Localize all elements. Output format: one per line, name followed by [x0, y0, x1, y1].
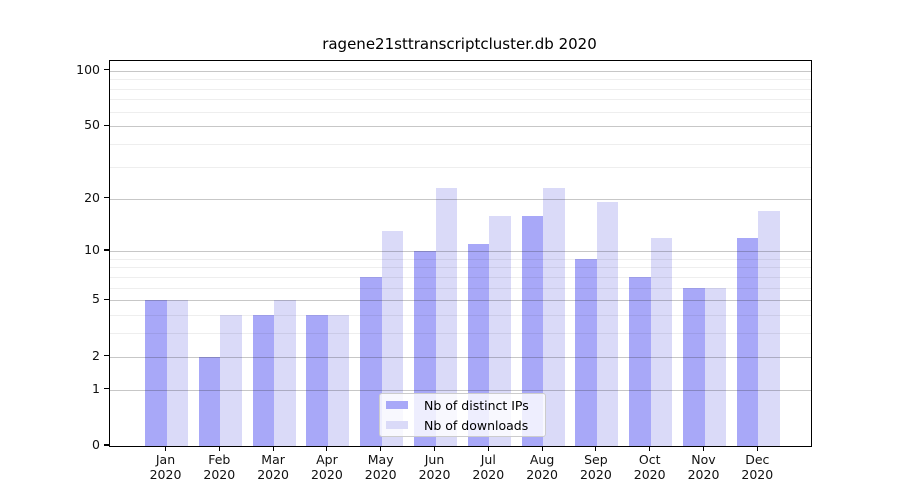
- chart-title: ragene21sttranscriptcluster.db 2020: [322, 35, 597, 53]
- bars-layer: [110, 61, 811, 446]
- y-tick-label-1: 1: [92, 380, 100, 396]
- y-tick-label-5: 5: [92, 291, 100, 307]
- bar-jul-nb-of-downloads: [489, 215, 511, 446]
- y-tick-label-10: 10: [84, 242, 100, 258]
- gridline-50: [110, 126, 811, 128]
- gridline-30: [110, 166, 811, 168]
- x-tick-label-apr: Apr 2020: [310, 452, 343, 482]
- x-tick-label-feb: Feb 2020: [203, 452, 236, 482]
- gridline-5: [110, 300, 811, 302]
- y-tick-label-0: 0: [92, 437, 100, 452]
- bar-jan-nb-of-downloads: [166, 300, 188, 446]
- gridline-10: [110, 251, 811, 253]
- bar-may-nb-of-downloads: [381, 231, 404, 446]
- x-tick-label-aug: Aug 2020: [526, 452, 558, 482]
- bar-apr-nb-of-distinct-ips: [306, 315, 328, 446]
- y-tick-label-2: 2: [92, 347, 100, 363]
- grid-layer: [110, 61, 811, 446]
- gridline-90: [110, 79, 811, 81]
- bar-may-nb-of-distinct-ips: [360, 276, 382, 446]
- x-tick-label-jul: Jul 2020: [472, 452, 505, 482]
- bar-nov-nb-of-distinct-ips: [683, 287, 705, 446]
- bar-feb-nb-of-distinct-ips: [198, 356, 221, 446]
- x-tick-mark-oct: [649, 446, 651, 451]
- legend: Nb of distinct IPs Nb of downloads: [379, 393, 546, 437]
- bar-sep-nb-of-distinct-ips: [575, 258, 597, 446]
- y-tick-label-100: 100: [76, 61, 100, 77]
- x-tick-mark-apr: [326, 446, 328, 451]
- gridline-100: [110, 70, 811, 72]
- legend-swatch-distinct-ips: [386, 401, 408, 409]
- x-tick-mark-may: [380, 446, 382, 451]
- gridline-9: [110, 258, 811, 260]
- gridline-80: [110, 88, 811, 90]
- y-tick-mark-20: [104, 196, 109, 199]
- gridline-60: [110, 111, 811, 113]
- y-tick-mark-1: [104, 388, 109, 390]
- x-tick-mark-nov: [702, 446, 705, 451]
- bar-sep-nb-of-downloads: [596, 202, 619, 446]
- x-tick-mark-sep: [595, 446, 597, 451]
- plot-area: [109, 60, 812, 447]
- x-tick-label-mar: Mar 2020: [257, 452, 289, 482]
- y-tick-mark-50: [104, 124, 109, 126]
- gridline-20: [110, 198, 811, 200]
- x-tick-label-nov: Nov 2020: [687, 452, 720, 482]
- bar-mar-nb-of-distinct-ips: [252, 315, 275, 446]
- y-tick-mark-5: [104, 298, 109, 300]
- gridline-3: [110, 333, 811, 335]
- gridline-70: [110, 99, 811, 101]
- gridline-1: [110, 389, 811, 391]
- x-tick-mark-jun: [433, 446, 436, 451]
- y-tick-mark-10: [104, 249, 109, 251]
- x-tick-label-jun: Jun 2020: [418, 452, 451, 482]
- legend-item-distinct-ips: Nb of distinct IPs: [386, 397, 539, 413]
- x-tick-label-oct: Oct 2020: [633, 452, 666, 482]
- y-tick-label-20: 20: [84, 189, 100, 205]
- y-tick-mark-100: [104, 69, 109, 71]
- gridline-7: [110, 276, 811, 278]
- bar-oct-nb-of-downloads: [650, 237, 673, 446]
- gridline-8: [110, 267, 811, 269]
- x-tick-mark-dec: [756, 446, 758, 451]
- y-tick-label-50: 50: [84, 117, 100, 133]
- legend-label-distinct-ips: Nb of distinct IPs: [424, 397, 529, 413]
- bar-nov-nb-of-downloads: [704, 287, 726, 446]
- bar-jan-nb-of-distinct-ips: [145, 300, 167, 446]
- bar-oct-nb-of-distinct-ips: [629, 276, 651, 446]
- x-tick-mark-jan: [164, 446, 167, 451]
- bar-mar-nb-of-downloads: [274, 300, 296, 446]
- bar-dec-nb-of-distinct-ips: [736, 237, 759, 446]
- bar-feb-nb-of-downloads: [220, 315, 242, 446]
- bar-aug-nb-of-distinct-ips: [521, 215, 544, 446]
- x-tick-label-sep: Sep 2020: [579, 452, 612, 482]
- x-tick-mark-aug: [541, 446, 543, 451]
- legend-swatch-downloads: [386, 421, 408, 429]
- gridline-2: [110, 356, 811, 358]
- bar-apr-nb-of-downloads: [327, 315, 350, 446]
- gridline-6: [110, 287, 811, 289]
- bar-jun-nb-of-downloads: [435, 187, 457, 446]
- x-tick-label-jan: Jan 2020: [149, 452, 182, 482]
- x-tick-mark-jul: [487, 446, 489, 451]
- gridline-4: [110, 315, 811, 317]
- y-tick-mark-0: [104, 444, 109, 446]
- x-tick-mark-mar: [272, 446, 274, 451]
- y-tick-mark-2: [104, 355, 109, 357]
- gridline-40: [110, 144, 811, 146]
- x-tick-label-dec: Dec 2020: [741, 452, 774, 482]
- x-tick-mark-feb: [218, 446, 220, 451]
- bar-aug-nb-of-downloads: [543, 187, 565, 446]
- legend-label-downloads: Nb of downloads: [424, 417, 529, 433]
- bar-dec-nb-of-downloads: [758, 211, 780, 446]
- x-tick-label-may: May 2020: [364, 452, 397, 482]
- legend-item-downloads: Nb of downloads: [386, 417, 539, 433]
